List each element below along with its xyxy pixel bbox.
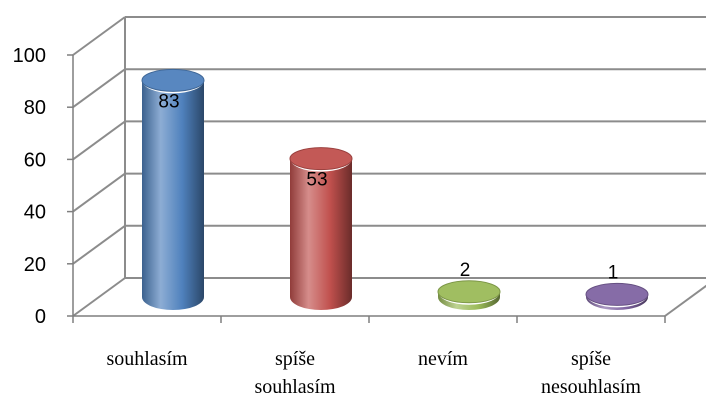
y-tick-label: 100 bbox=[13, 45, 46, 67]
bar bbox=[289, 147, 353, 310]
gridline-wall bbox=[72, 277, 126, 317]
y-tick-label: 0 bbox=[35, 306, 46, 328]
gridline-wall bbox=[72, 16, 126, 56]
x-axis-categories: souhlasím spíše souhlasím nevím spíše nesouhl… bbox=[72, 316, 666, 398]
x-category-label: nevím bbox=[418, 348, 468, 370]
bar-body bbox=[290, 158, 352, 310]
bar-top bbox=[585, 282, 649, 306]
data-label: 83 bbox=[158, 91, 179, 112]
bar-body bbox=[438, 291, 500, 310]
y-tick-label: 80 bbox=[24, 97, 46, 119]
gridline-wall bbox=[72, 120, 126, 161]
y-tick-label: 20 bbox=[24, 254, 46, 276]
bar bbox=[585, 282, 649, 310]
x-category-label: spíše souhlasím bbox=[254, 348, 336, 398]
data-labels: 83 53 2 1 bbox=[158, 91, 618, 283]
gridline-wall bbox=[72, 172, 126, 213]
data-label: 53 bbox=[306, 170, 327, 191]
y-tick-label: 40 bbox=[24, 202, 46, 224]
gridline-wall bbox=[72, 68, 126, 109]
x-category-label: spíše nesouhlasím bbox=[541, 348, 641, 398]
bar-body bbox=[586, 294, 648, 310]
y-tick-label: 60 bbox=[24, 149, 46, 171]
bar-body bbox=[142, 80, 204, 311]
bar bbox=[141, 68, 205, 311]
grid bbox=[72, 16, 706, 317]
x-category-label: souhlasím bbox=[106, 348, 188, 370]
gridline-wall bbox=[72, 224, 126, 265]
bar bbox=[437, 280, 501, 310]
y-axis-ticks: 0 20 40 60 80 100 bbox=[13, 45, 73, 328]
bar-top bbox=[289, 147, 353, 171]
bar-top bbox=[141, 68, 205, 92]
data-label: 1 bbox=[608, 262, 619, 283]
floor-edge bbox=[664, 284, 706, 317]
data-label: 2 bbox=[460, 260, 471, 281]
bar-top bbox=[437, 280, 501, 304]
bars bbox=[141, 68, 649, 311]
